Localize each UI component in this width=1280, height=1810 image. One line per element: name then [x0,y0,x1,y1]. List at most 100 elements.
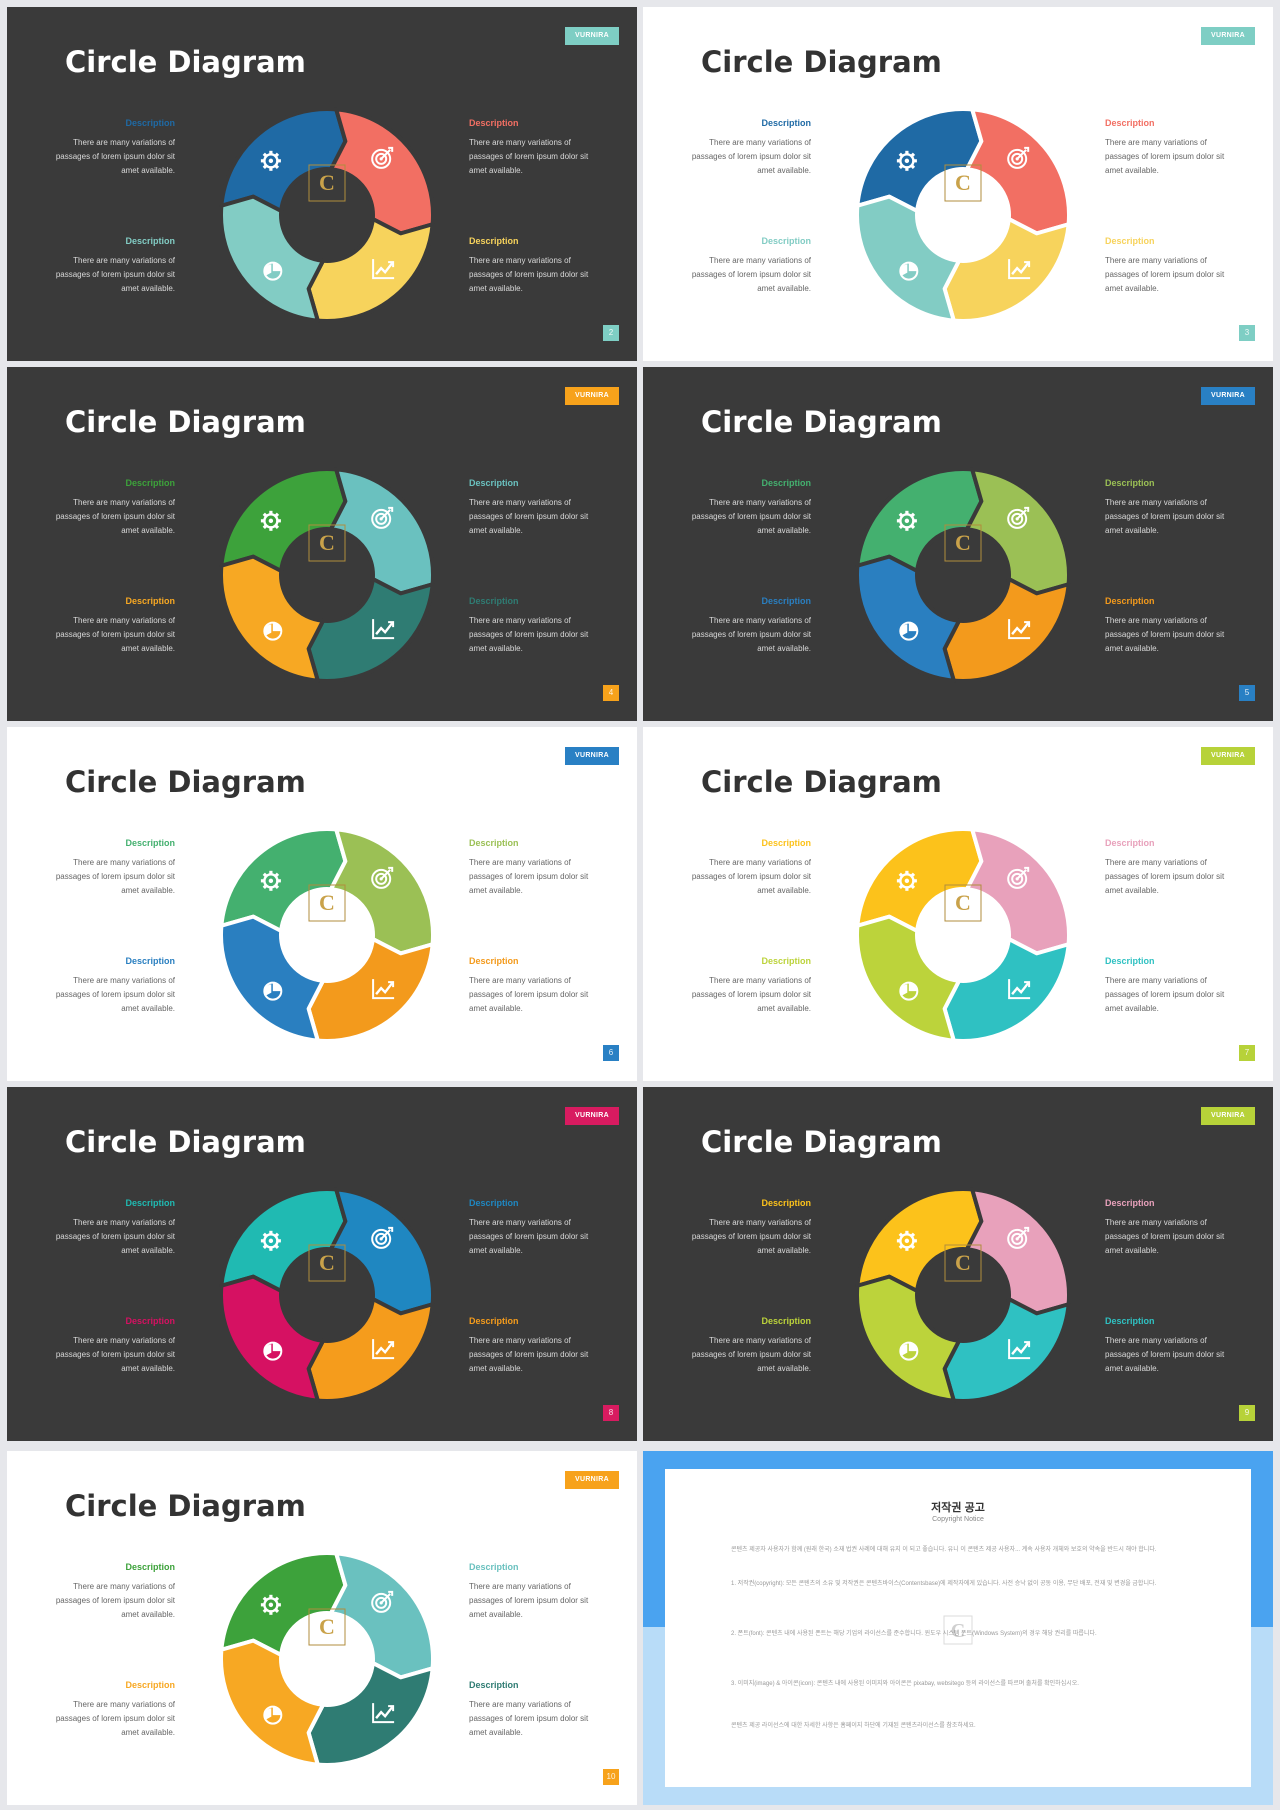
description-text: There are many variations of passages of … [1105,974,1235,1016]
description-line: amet available. [757,886,811,895]
description-block: Description There are many variations of p… [45,596,175,656]
description-line: There are many variations of [709,616,811,625]
slide-6: Circle Diagram VURNIRA 6 Description There a… [7,727,637,1081]
description-line: There are many variations of [1105,616,1207,625]
description-line: amet available. [469,284,523,293]
description-block: Description There are many variations of p… [469,1562,599,1622]
diagram-segment-4 [219,1638,325,1767]
description-heading: Description [1105,596,1155,606]
gear-icon [260,510,281,531]
brand-badge: VURNIRA [565,1471,619,1489]
description-line: amet available. [121,526,175,535]
description-line: passages of lorem ipsum dolor sit [1105,630,1225,639]
line-chart-icon [372,619,395,640]
circle-diagram [219,467,435,683]
diagram-segment-1 [219,827,348,933]
diagram-segment-2 [329,467,435,596]
description-line: amet available. [121,886,175,895]
description-line: There are many variations of [469,1700,571,1709]
description-text: There are many variations of passages of … [469,1216,599,1258]
logo-icon: C [308,1244,346,1282]
description-line: There are many variations of [1105,256,1207,265]
slide-2: Circle Diagram VURNIRA 2 Description There a… [7,7,637,361]
description-text: There are many variations of passages of … [45,856,175,898]
pie-chart-icon [263,1705,283,1725]
description-line: amet available. [469,1728,523,1737]
brand-badge: VURNIRA [1201,387,1255,405]
description-line: There are many variations of [469,1336,571,1345]
diagram-segment-3 [306,1297,435,1403]
diagram-segment-4 [855,554,961,683]
brand-badge: VURNIRA [565,1107,619,1125]
description-line: passages of lorem ipsum dolor sit [1105,1350,1225,1359]
slide-title: Circle Diagram [65,45,306,79]
logo-icon: C [308,884,346,922]
description-line: There are many variations of [469,858,571,867]
description-heading: Description [469,838,519,848]
description-line: amet available. [1105,1364,1159,1373]
description-line: amet available. [757,644,811,653]
page-number: 5 [1239,685,1255,701]
description-block: Description There are many variations of p… [45,1562,175,1622]
logo-letter: C [319,890,335,915]
description-block: Description There are many variations of p… [1105,596,1235,656]
line-chart-icon [372,259,395,280]
page-number: 10 [603,1769,619,1785]
description-line: There are many variations of [469,1582,571,1591]
diagram-segment-2 [329,107,435,236]
gear-icon [896,510,917,531]
description-line: amet available. [757,284,811,293]
description-block: Description There are many variations of p… [45,118,175,178]
description-line: amet available. [757,1364,811,1373]
description-heading: Description [1105,1316,1155,1326]
copyright-subheading: Copyright Notice [932,1516,984,1523]
description-heading: Description [469,1680,519,1690]
description-line: amet available. [121,1004,175,1013]
description-line: passages of lorem ipsum dolor sit [1105,990,1225,999]
description-line: amet available. [1105,526,1159,535]
description-line: There are many variations of [469,976,571,985]
circle-diagram [855,107,1071,323]
description-line: There are many variations of [709,138,811,147]
target-icon [371,1590,394,1613]
description-line: There are many variations of [709,498,811,507]
description-line: passages of lorem ipsum dolor sit [469,1596,589,1605]
slide-5: Circle Diagram VURNIRA 5 Description There a… [643,367,1273,721]
pie-chart-icon [263,621,283,641]
description-line: amet available. [469,1610,523,1619]
description-line: There are many variations of [709,256,811,265]
slide-7: Circle Diagram VURNIRA 7 Description There a… [643,727,1273,1081]
target-icon [1007,866,1030,889]
description-block: Description There are many variations of p… [469,1680,599,1740]
description-line: amet available. [757,526,811,535]
description-line: amet available. [121,1364,175,1373]
diagram-segment-1 [219,1551,348,1657]
description-line: There are many variations of [1105,1336,1207,1345]
brand-badge: VURNIRA [1201,27,1255,45]
description-line: passages of lorem ipsum dolor sit [469,990,589,999]
brand-badge: VURNIRA [565,747,619,765]
description-heading: Description [1105,236,1155,246]
description-heading: Description [1105,956,1155,966]
diagram-segment-2 [329,1551,435,1680]
description-text: There are many variations of passages of … [469,974,599,1016]
description-heading: Description [125,1316,175,1326]
line-chart-icon [372,1339,395,1360]
description-line: passages of lorem ipsum dolor sit [55,512,175,521]
description-heading: Description [761,1198,811,1208]
logo-watermark-icon: C [943,1615,973,1645]
logo-letter: C [951,1620,965,1642]
description-line: amet available. [757,1004,811,1013]
description-heading: Description [469,236,519,246]
page-number: 8 [603,1405,619,1421]
description-line: There are many variations of [709,1218,811,1227]
description-block: Description There are many variations of p… [681,956,811,1016]
description-heading: Description [1105,838,1155,848]
description-text: There are many variations of passages of … [45,136,175,178]
description-line: amet available. [1105,644,1159,653]
gear-icon [260,150,281,171]
description-line: amet available. [469,644,523,653]
logo-letter: C [319,1614,335,1639]
target-icon [1007,506,1030,529]
description-line: There are many variations of [469,138,571,147]
